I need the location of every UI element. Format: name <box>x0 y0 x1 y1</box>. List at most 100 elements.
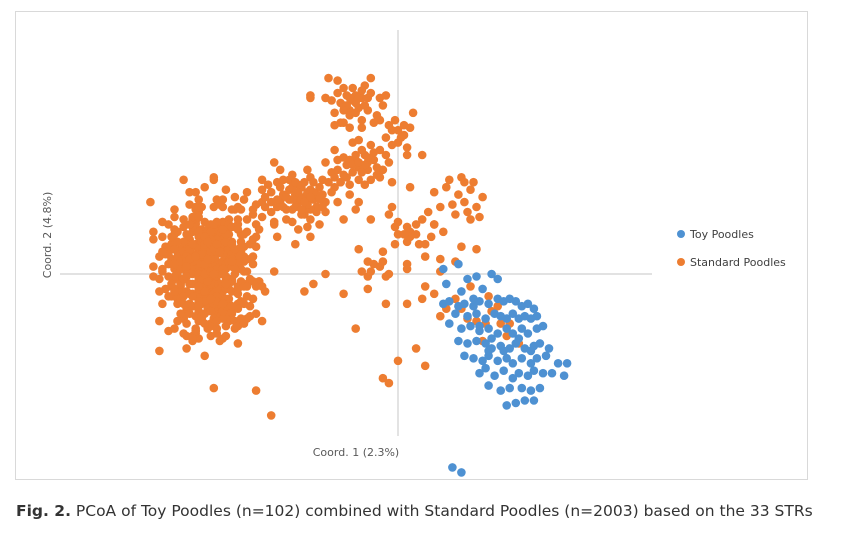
data-point <box>155 287 164 296</box>
data-point <box>242 215 252 224</box>
data-point <box>499 346 509 356</box>
data-point <box>508 309 518 319</box>
data-point <box>269 267 279 276</box>
data-point <box>532 311 542 321</box>
data-point <box>167 279 176 289</box>
data-point <box>191 187 200 197</box>
data-point <box>260 192 270 202</box>
data-point <box>457 468 466 477</box>
data-point <box>227 257 237 266</box>
data-point <box>275 182 285 192</box>
data-point <box>463 207 472 217</box>
data-point <box>318 202 327 212</box>
data-point <box>164 259 173 269</box>
data-point <box>336 177 345 187</box>
data-point <box>393 230 403 239</box>
data-point <box>333 76 342 85</box>
data-point <box>478 192 487 202</box>
data-point <box>173 237 182 247</box>
data-point <box>230 205 240 214</box>
data-point <box>384 378 394 388</box>
data-point <box>188 292 197 301</box>
data-point <box>179 292 188 301</box>
data-point <box>493 356 503 366</box>
data-point <box>324 73 333 83</box>
data-point <box>541 351 551 361</box>
data-point <box>466 282 475 291</box>
data-point <box>239 195 249 204</box>
data-point <box>529 396 539 405</box>
data-point <box>511 398 521 408</box>
data-point <box>300 197 309 207</box>
data-point <box>526 346 536 356</box>
data-point <box>429 220 439 229</box>
data-point <box>155 274 164 284</box>
data-point <box>306 192 315 202</box>
data-point <box>396 133 406 142</box>
data-point <box>375 173 385 182</box>
data-point <box>460 351 469 361</box>
data-point <box>330 173 339 182</box>
data-point <box>185 220 194 229</box>
data-point <box>236 242 246 251</box>
data-point <box>514 334 524 343</box>
data-point <box>221 279 231 289</box>
data-point <box>360 180 370 189</box>
data-point <box>454 259 463 269</box>
data-point <box>239 319 249 328</box>
data-point <box>357 145 367 155</box>
data-point <box>221 185 231 194</box>
data-point <box>393 125 403 135</box>
data-point <box>354 197 364 207</box>
data-point <box>309 177 318 187</box>
data-point <box>294 187 303 197</box>
data-point <box>381 150 391 160</box>
data-point <box>414 239 424 249</box>
data-point <box>436 202 445 212</box>
data-point <box>420 239 430 249</box>
data-point <box>269 158 279 167</box>
data-point <box>170 244 179 254</box>
data-point <box>381 133 391 142</box>
data-point <box>185 187 194 197</box>
data-point <box>345 123 355 132</box>
data-point <box>248 277 258 286</box>
data-point <box>469 294 478 304</box>
data-point <box>149 262 158 271</box>
data-point <box>354 175 364 185</box>
data-point <box>182 262 191 271</box>
data-point <box>372 111 382 120</box>
data-point <box>242 282 252 291</box>
data-point <box>451 210 460 219</box>
data-point <box>230 192 240 202</box>
data-point <box>248 235 258 244</box>
data-point <box>445 297 454 306</box>
data-point <box>233 225 243 234</box>
data-point <box>484 299 493 309</box>
data-point <box>493 329 503 338</box>
data-point <box>502 324 512 333</box>
data-point <box>254 225 264 234</box>
data-point <box>529 304 539 314</box>
data-point <box>215 336 225 346</box>
data-point <box>426 232 436 242</box>
data-point <box>475 368 484 378</box>
data-point <box>164 292 173 301</box>
data-point <box>227 301 237 311</box>
data-point <box>378 101 388 110</box>
x-axis-label: Coord. 1 (2.3%) <box>313 446 399 459</box>
data-point <box>351 108 361 118</box>
legend-label: Toy Poodles <box>689 228 754 241</box>
data-point <box>233 289 243 299</box>
data-point <box>230 264 240 274</box>
data-point <box>179 329 188 338</box>
data-point <box>218 225 228 234</box>
data-point <box>345 93 355 103</box>
data-point <box>209 269 219 279</box>
data-point <box>475 321 484 331</box>
data-point <box>339 118 348 127</box>
data-point <box>387 140 397 150</box>
data-point <box>472 309 481 319</box>
data-point <box>266 187 276 197</box>
data-point <box>402 150 412 160</box>
